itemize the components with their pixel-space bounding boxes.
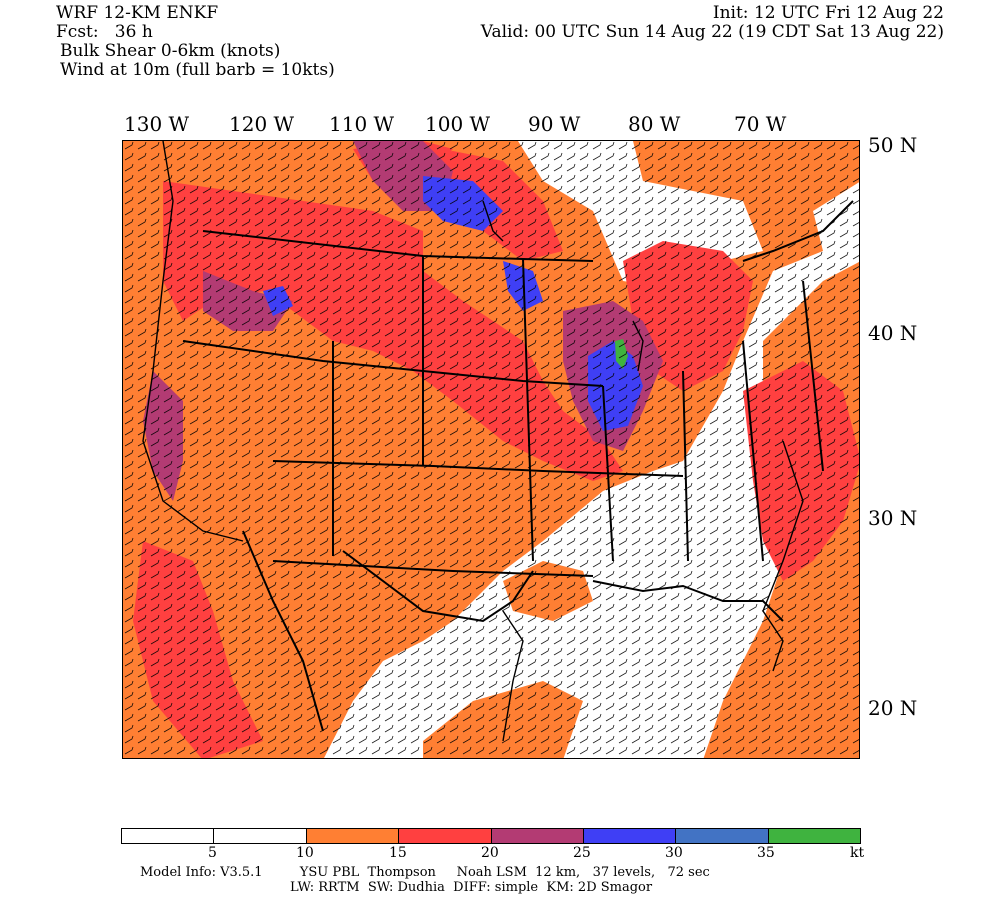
coastline	[142, 141, 804, 742]
state-boundaries	[182, 200, 854, 732]
colorbar-segment	[767, 829, 860, 843]
lon-label: 100 W	[425, 112, 491, 136]
lat-label: 40 N	[868, 321, 918, 345]
field-title-shear: Bulk Shear 0-6km (knots)	[60, 41, 281, 61]
shear-map	[122, 140, 860, 759]
colorbar-tick: 10	[296, 845, 314, 861]
colorbar-tick: 35	[757, 845, 775, 861]
colorbar-segment	[675, 829, 768, 843]
init-time: Init: 12 UTC Fri 12 Aug 22	[712, 3, 944, 23]
lon-label: 130 W	[124, 112, 190, 136]
colorbar-tick: 15	[389, 845, 407, 861]
colorbar-tick: 20	[481, 845, 499, 861]
lat-label: 30 N	[868, 506, 918, 530]
lon-label: 90 W	[528, 112, 581, 136]
colorbar-segment	[490, 829, 583, 843]
colorbar-tick: 25	[573, 845, 591, 861]
physics-info: LW: RRTM SW: Dudhia DIFF: simple KM: 2D …	[290, 880, 653, 895]
valid-time: Valid: 00 UTC Sun 14 Aug 22 (19 CDT Sat …	[480, 22, 944, 42]
colorbar	[121, 828, 861, 844]
lon-label: 70 W	[734, 112, 787, 136]
model-info: Model Info: V3.5.1 YSU PBL Thompson Noah…	[140, 865, 710, 880]
colorbar-segment	[398, 829, 491, 843]
lon-label: 120 W	[229, 112, 295, 136]
lat-label: 20 N	[868, 696, 918, 720]
wind-barbs	[123, 141, 859, 758]
colorbar-segment	[305, 829, 399, 843]
colorbar-segment	[122, 829, 214, 843]
lon-label: 80 W	[628, 112, 681, 136]
model-title: WRF 12-KM ENKF	[56, 3, 219, 23]
colorbar-tick: 5	[208, 845, 217, 861]
colorbar-segment	[582, 829, 676, 843]
colorbar-segment	[213, 829, 306, 843]
lat-label: 50 N	[868, 133, 918, 157]
field-title-wind: Wind at 10m (full barb = 10kts)	[60, 60, 335, 80]
colorbar-tick: 30	[665, 845, 683, 861]
lon-label: 110 W	[329, 112, 395, 136]
forecast-hour: Fcst: 36 h	[56, 22, 153, 42]
colorbar-unit: kt	[850, 845, 865, 861]
